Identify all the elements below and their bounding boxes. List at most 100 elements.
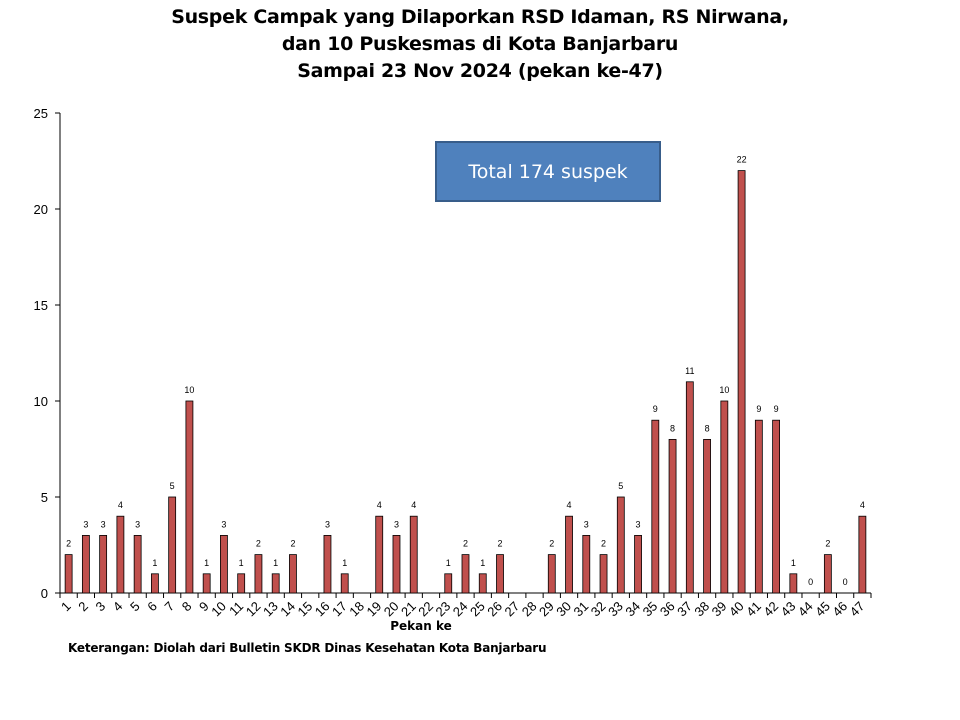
bar bbox=[582, 535, 591, 594]
y-tick-label: 20 bbox=[34, 202, 48, 217]
bar-value-label: 0 bbox=[808, 577, 813, 587]
bar-value-label: 2 bbox=[498, 539, 503, 549]
chart-title: Suspek Campak yang Dilaporkan RSD Idaman… bbox=[0, 4, 960, 85]
bar-value-label: 9 bbox=[756, 404, 761, 414]
bar bbox=[565, 515, 573, 594]
title-line-3: Sampai 23 Nov 2024 (pekan ke-47) bbox=[297, 60, 663, 82]
bar-value-label: 1 bbox=[239, 558, 244, 568]
bar-value-label: 3 bbox=[101, 519, 106, 529]
bar bbox=[392, 535, 401, 594]
bar-value-label: 9 bbox=[653, 404, 658, 414]
bar-value-label: 3 bbox=[83, 519, 88, 529]
bar-value-label: 8 bbox=[670, 423, 675, 433]
y-tick-label: 0 bbox=[41, 586, 48, 601]
x-tick-label: 1 bbox=[58, 599, 74, 615]
bar bbox=[220, 535, 228, 594]
x-axis: 1 2 3 4 5 6 7 8 91011121314151617181920212223242… bbox=[58, 592, 872, 619]
bar bbox=[444, 573, 453, 594]
bar bbox=[340, 573, 349, 594]
bar-value-label: 8 bbox=[705, 423, 710, 433]
bar-value-label: 2 bbox=[601, 539, 606, 549]
bar-value-label: 2 bbox=[66, 539, 71, 549]
bar-value-label: 10 bbox=[719, 385, 729, 395]
bar bbox=[202, 573, 211, 594]
bar bbox=[375, 515, 384, 594]
bar-value-label: 11 bbox=[685, 366, 694, 376]
y-tick-label: 25 bbox=[34, 106, 48, 121]
x-tick-label: 3 bbox=[93, 599, 109, 615]
bar bbox=[668, 438, 677, 594]
bar-value-label: 5 bbox=[170, 481, 175, 491]
bar-value-label: 0 bbox=[843, 577, 848, 587]
bar-value-label: 3 bbox=[135, 519, 140, 529]
y-tick-label: 15 bbox=[34, 298, 48, 313]
bar-value-label: 4 bbox=[411, 500, 416, 510]
bar bbox=[496, 554, 504, 594]
total-annotation-box: Total 174 suspek bbox=[435, 141, 661, 202]
bar bbox=[737, 170, 746, 594]
bar bbox=[720, 400, 729, 594]
bar bbox=[685, 381, 694, 594]
x-tick-label: 7 bbox=[162, 599, 178, 615]
title-line-1: Suspek Campak yang Dilaporkan RSD Idaman… bbox=[171, 6, 789, 28]
bar-value-label: 1 bbox=[446, 558, 451, 568]
bar-value-label: 3 bbox=[325, 519, 330, 529]
x-tick-label: 8 bbox=[179, 599, 195, 615]
bar bbox=[151, 573, 159, 594]
bar bbox=[254, 554, 263, 594]
bar-value-label: 2 bbox=[463, 539, 468, 549]
y-tick-label: 5 bbox=[41, 490, 48, 505]
y-tick-label: 10 bbox=[34, 394, 48, 409]
bar-value-label: 3 bbox=[584, 519, 589, 529]
bar-value-label: 22 bbox=[737, 155, 747, 165]
bar-value-label: 3 bbox=[636, 519, 641, 529]
bar-value-label: 1 bbox=[204, 558, 209, 568]
bars bbox=[64, 170, 867, 594]
y-axis: 0 5 10 15 20 25 bbox=[34, 106, 61, 601]
bar bbox=[185, 400, 194, 594]
bar-value-label: 1 bbox=[480, 558, 485, 568]
bar bbox=[237, 573, 246, 594]
title-line-2: dan 10 Puskesmas di Kota Banjarbaru bbox=[281, 33, 679, 55]
x-tick-label: 5 bbox=[127, 599, 143, 615]
bar-value-label: 1 bbox=[152, 558, 157, 568]
bar-value-label: 2 bbox=[825, 539, 830, 549]
total-annotation-text: Total 174 suspek bbox=[468, 160, 628, 183]
bar-value-label: 2 bbox=[256, 539, 261, 549]
bar bbox=[547, 554, 556, 594]
bar bbox=[133, 535, 142, 594]
bar bbox=[168, 496, 177, 594]
bar bbox=[478, 573, 487, 594]
bar-value-label: 3 bbox=[394, 519, 399, 529]
bar bbox=[461, 554, 470, 594]
bar-value-label: 5 bbox=[618, 481, 623, 491]
footnote: Keterangan: Diolah dari Bulletin SKDR Di… bbox=[68, 641, 547, 655]
bar bbox=[754, 419, 763, 594]
bar bbox=[858, 515, 867, 594]
bar bbox=[789, 573, 798, 594]
bar bbox=[599, 554, 608, 594]
bar bbox=[64, 554, 73, 594]
bar bbox=[323, 535, 332, 594]
bar-value-label: 4 bbox=[377, 500, 382, 510]
bar-value-label: 10 bbox=[184, 385, 194, 395]
bar bbox=[703, 438, 711, 594]
x-tick-label: 2 bbox=[75, 599, 91, 615]
bar bbox=[271, 573, 280, 594]
bar bbox=[772, 419, 780, 594]
bar bbox=[99, 535, 108, 594]
bar-value-label: 2 bbox=[290, 539, 295, 549]
x-tick-label: 6 bbox=[144, 599, 160, 615]
bar-value-label: 1 bbox=[342, 558, 347, 568]
x-tick-label: 4 bbox=[110, 599, 126, 615]
bar bbox=[634, 535, 642, 594]
bar-value-label: 4 bbox=[860, 500, 865, 510]
bar bbox=[616, 496, 625, 594]
bar-value-label: 9 bbox=[774, 404, 779, 414]
bar-value-label: 4 bbox=[567, 500, 572, 510]
bar bbox=[116, 515, 125, 594]
bar bbox=[651, 419, 660, 594]
bar-value-label: 1 bbox=[273, 558, 278, 568]
